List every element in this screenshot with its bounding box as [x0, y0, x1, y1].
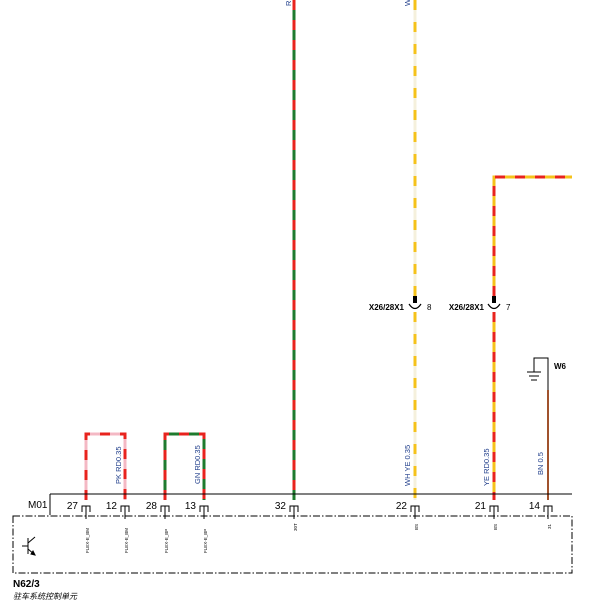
- signal-name: 30T: [293, 523, 298, 531]
- wire-pin-21-yellow-red[interactable]: [492, 175, 572, 500]
- pin-number: 21: [475, 501, 487, 512]
- wire-loop-28-13-red-green[interactable]: [163, 432, 206, 500]
- wire-label-wh-ye: WH YE 0.35: [403, 445, 412, 486]
- signal-name: FLEX-E_BP: [164, 529, 169, 553]
- connector-left-name: X26/28X1: [369, 303, 405, 312]
- transistor-icon: [22, 536, 36, 556]
- pin-number: 27: [67, 501, 79, 512]
- wire-label-ye-rd: YE RD0.35: [482, 448, 491, 486]
- wire-label-gn-rd: GN RD0.35: [193, 445, 202, 484]
- signal-name: BS: [414, 524, 419, 530]
- module-name: 驻车系统控制单元: [13, 592, 78, 601]
- signal-name: 31: [547, 523, 552, 529]
- wire-loop-27-12-pink-red[interactable]: [84, 432, 127, 500]
- pin-number: 13: [185, 501, 197, 512]
- module-connector-label: M01: [28, 500, 48, 511]
- pin-number: 28: [146, 501, 158, 512]
- pin-terminals: [81, 505, 553, 519]
- ground-label: W6: [554, 362, 567, 371]
- top-label-rd: RD: [284, 0, 293, 6]
- signal-name: FLEX-E_BP: [203, 529, 208, 553]
- pin-number: 22: [396, 501, 408, 512]
- pin-number: 32: [275, 501, 287, 512]
- connector-right-pin: 7: [506, 303, 511, 312]
- connector-right-name: X26/28X1: [449, 303, 485, 312]
- signal-name: BS: [493, 524, 498, 530]
- module-id: N62/3: [13, 579, 40, 590]
- connector-left-pin: 8: [427, 303, 432, 312]
- connector-x26-28x1-pin-8[interactable]: [408, 296, 422, 310]
- top-label-wh: WH: [403, 0, 412, 6]
- ground-symbol: [527, 357, 549, 390]
- wire-label-bn: BN 0.5: [536, 452, 545, 475]
- module-outline: [12, 515, 573, 574]
- wire-label-pk-rd: PK RD0.35: [114, 446, 123, 484]
- pin-number: 12: [106, 501, 118, 512]
- signal-name: FLEX-E_BM: [124, 528, 129, 553]
- pin-number: 14: [529, 501, 541, 512]
- signal-name: FLEX-E_BM: [85, 528, 90, 553]
- connector-x26-28x1-pin-7[interactable]: [487, 296, 501, 310]
